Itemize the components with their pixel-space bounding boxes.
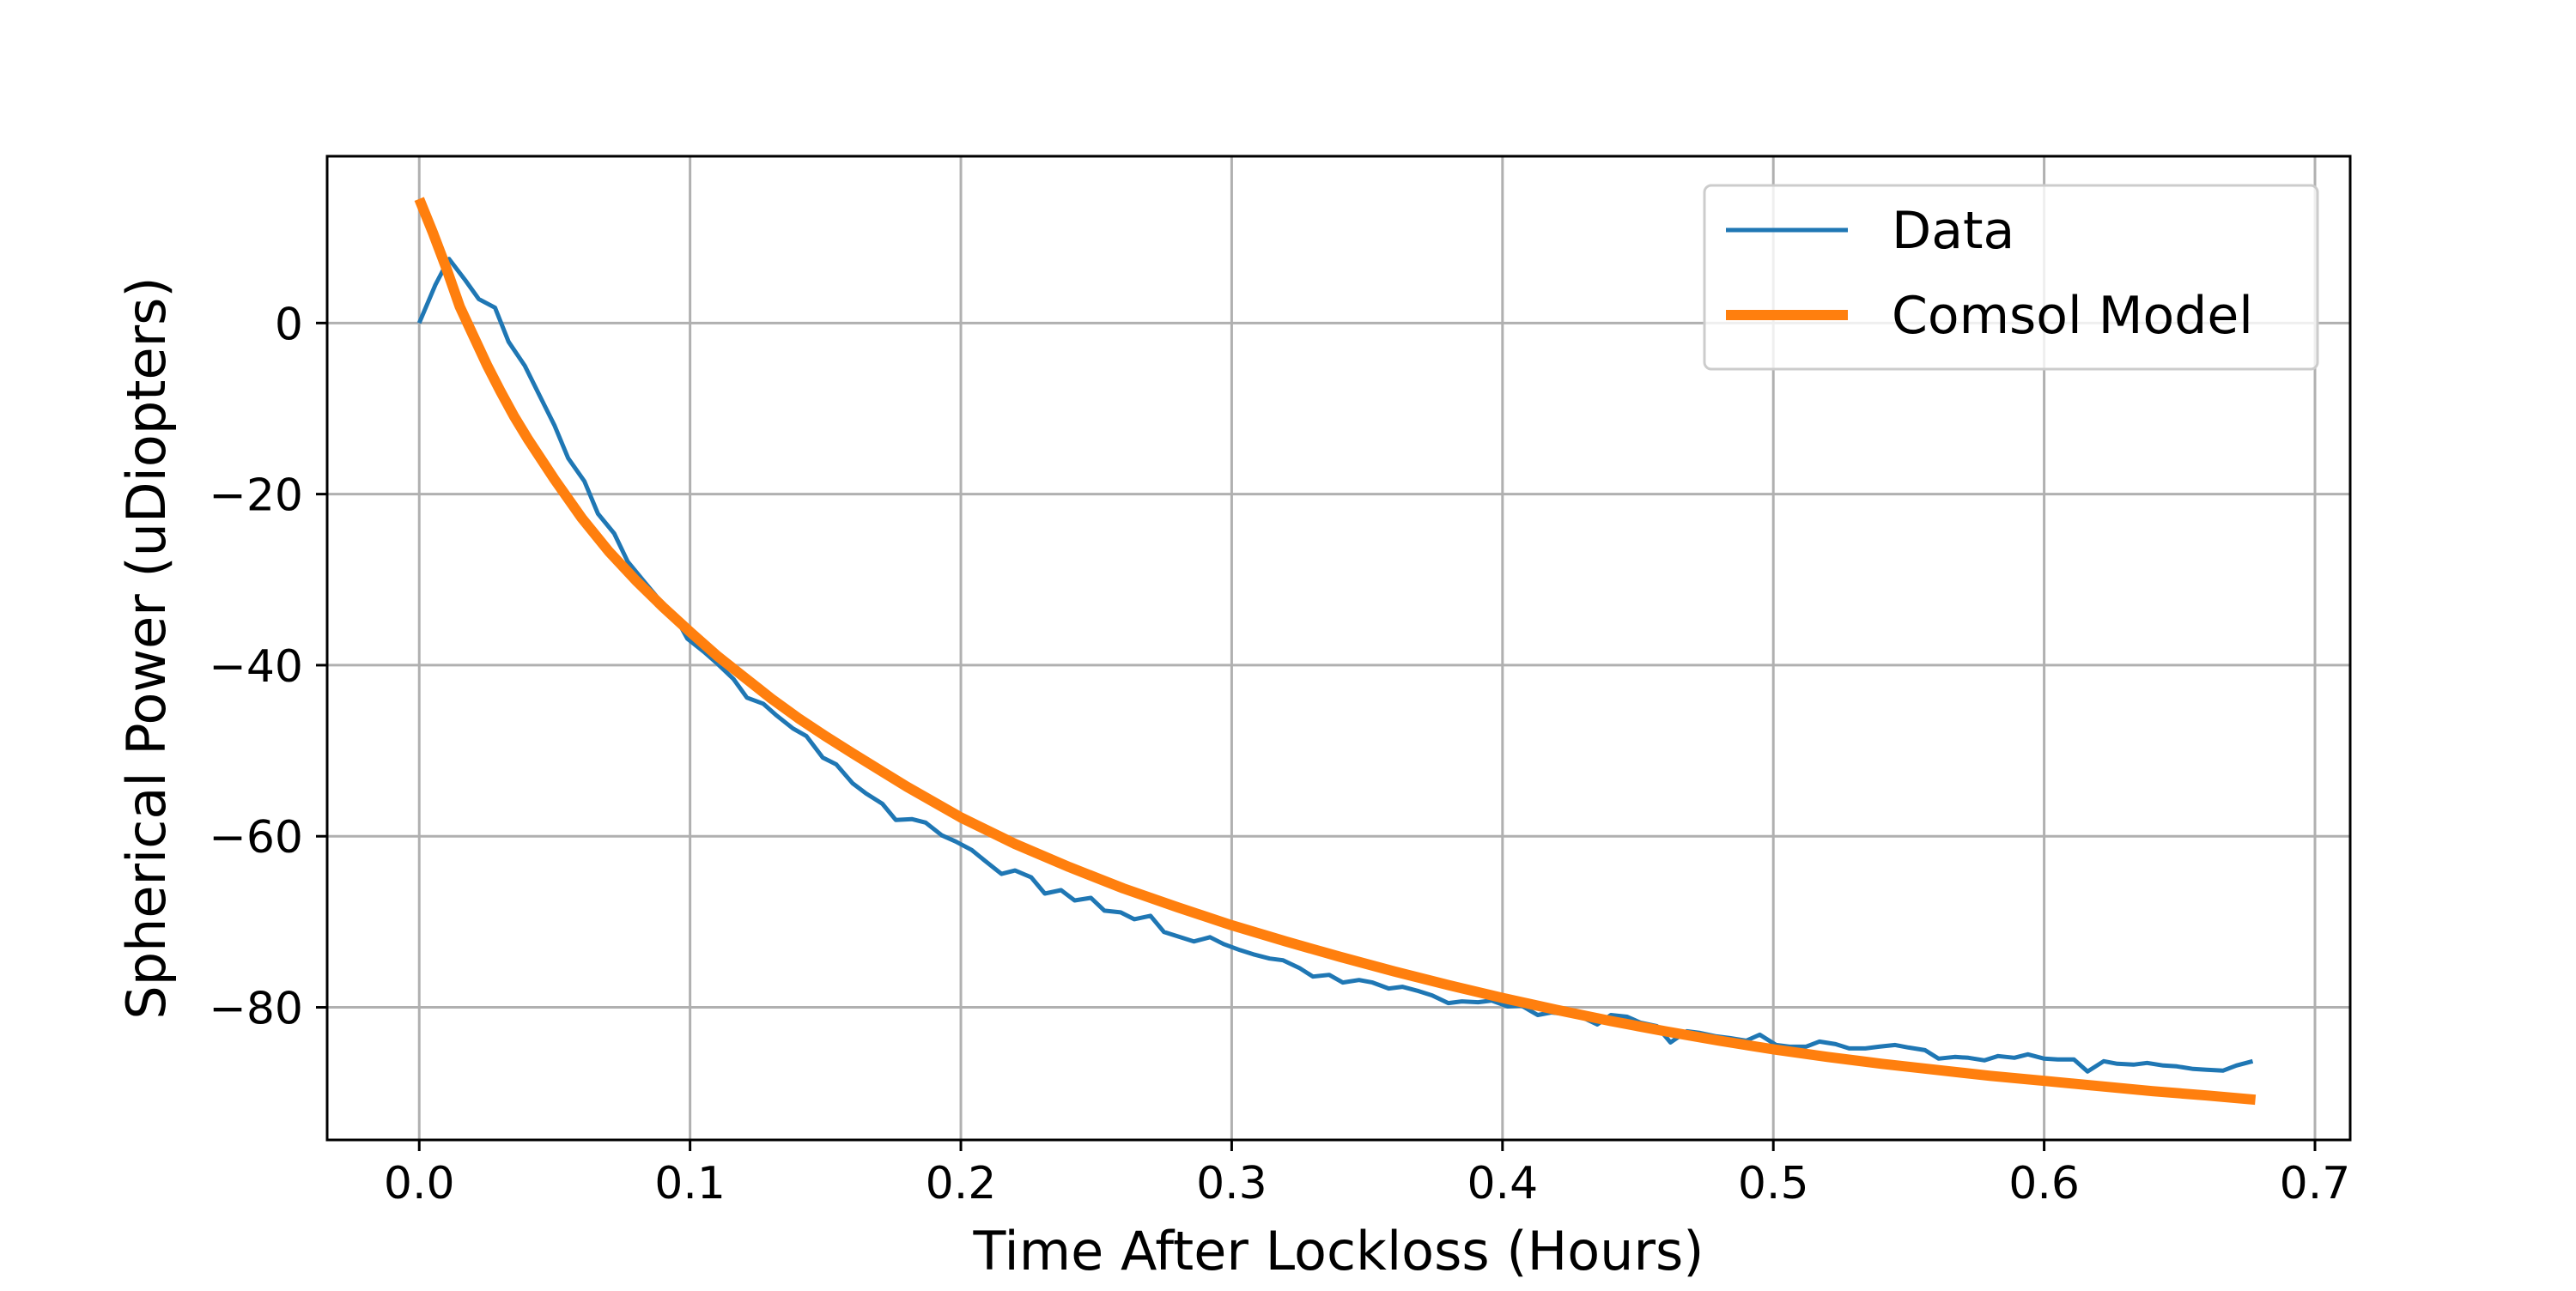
x-tick-label: 0.2 xyxy=(926,1158,997,1209)
y-tick-label: −20 xyxy=(209,470,303,522)
x-tick-label: 0.5 xyxy=(1738,1158,1809,1209)
series-line-comsol-model xyxy=(414,197,2257,1106)
x-tick-label: 0.0 xyxy=(384,1158,455,1209)
legend-label-data: Data xyxy=(1892,201,2014,261)
y-ticks: 0 −20 −40 −60 −80 xyxy=(209,299,327,1035)
x-tick-label: 0.1 xyxy=(654,1158,726,1209)
x-axis-label: Time After Lockloss (Hours) xyxy=(973,1220,1704,1282)
x-tick-label: 0.7 xyxy=(2280,1158,2351,1209)
legend: Data Comsol Model xyxy=(1703,184,2319,371)
y-tick-label: −60 xyxy=(209,812,303,864)
y-axis-label: Spherical Power (uDiopters) xyxy=(115,276,178,1019)
y-tick-label: 0 xyxy=(275,299,303,350)
x-ticks: 0.0 0.1 0.2 0.3 0.4 0.5 0.6 0.7 xyxy=(384,1140,2350,1209)
y-tick-label: −40 xyxy=(209,641,303,693)
series-lines xyxy=(414,197,2257,1106)
x-tick-label: 0.6 xyxy=(2008,1158,2080,1209)
x-tick-label: 0.3 xyxy=(1196,1158,1267,1209)
y-tick-label: −80 xyxy=(209,984,303,1035)
legend-label-comsol-model: Comsol Model xyxy=(1892,286,2253,346)
legend-box xyxy=(1703,184,2319,371)
x-tick-label: 0.4 xyxy=(1467,1158,1538,1209)
plot-frame xyxy=(325,155,2352,1142)
series-line-data xyxy=(416,257,2254,1074)
